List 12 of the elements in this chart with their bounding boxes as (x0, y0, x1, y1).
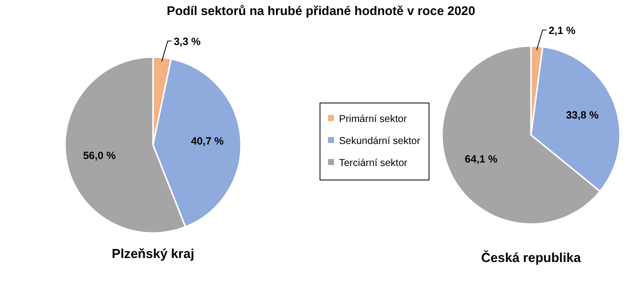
data-label: 40,7 % (191, 135, 224, 148)
data-label: 33,8 % (566, 110, 600, 122)
legend-label: Primární sektor (339, 114, 408, 125)
text: Plzeňský kraj (112, 246, 194, 261)
legend-label: Sekundární sektor (339, 136, 421, 147)
data-label: 2,1 % (548, 25, 576, 37)
data-label: 56,0 % (83, 150, 116, 162)
text: Česká republika (481, 250, 582, 265)
data-label: 3,3 % (174, 36, 202, 48)
legend-label: Terciární sektor (339, 158, 408, 169)
data-label: 64,1 % (464, 154, 498, 166)
chart-title: Podíl sektorů na hrubé přidané hodnotě v roce 2020 (166, 4, 476, 18)
